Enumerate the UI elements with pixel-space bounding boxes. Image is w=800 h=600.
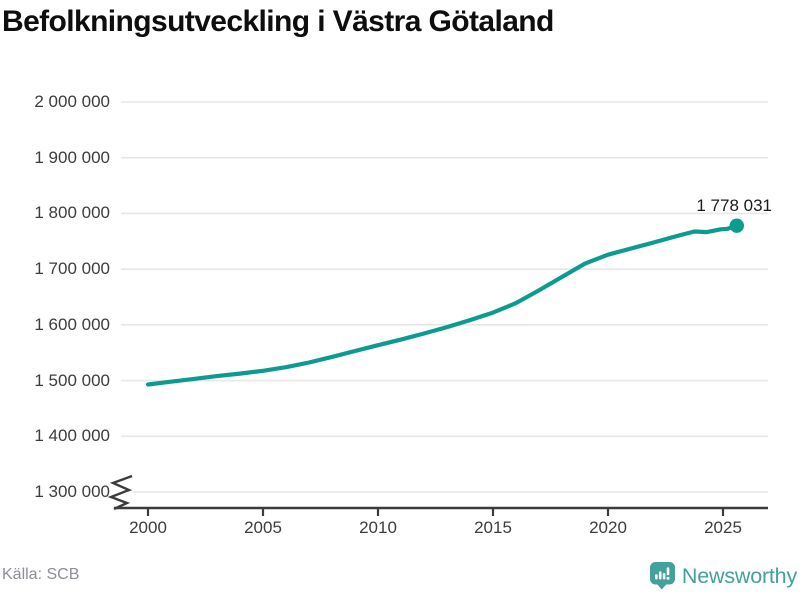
- y-tick-label: 1 400 000: [34, 426, 110, 446]
- x-tick-label: 2025: [704, 518, 742, 537]
- source-attribution: Källa: SCB: [2, 566, 80, 583]
- y-tick-label: 1 300 000: [34, 482, 110, 501]
- y-tick-label: 1 500 000: [34, 370, 110, 390]
- y-tick-label: 2 000 000: [34, 92, 110, 111]
- newsworthy-logo-text: Newsworthy: [681, 563, 797, 588]
- population-series-line: [145, 223, 739, 387]
- x-tick-label: 2005: [244, 518, 282, 537]
- y-tick-label: 1 700 000: [34, 259, 110, 279]
- chart-title: Befolkningsutveckling i Västra Götaland: [2, 5, 554, 38]
- newsworthy-logo: Newsworthy: [649, 562, 797, 590]
- axis-break-icon: [107, 474, 133, 511]
- endpoint-dot: [729, 218, 744, 233]
- newsworthy-logo-icon: [649, 562, 675, 590]
- x-tick-label: 2010: [359, 518, 397, 537]
- x-tick-label: 2015: [474, 518, 512, 537]
- x-tick-label: 2020: [589, 518, 627, 537]
- y-tick-label: 1 900 000: [34, 147, 110, 167]
- datapoint-value-label: 1 778 031: [696, 196, 772, 215]
- x-tick-label: 2000: [129, 518, 167, 537]
- y-tick-label: 1 800 000: [34, 203, 110, 223]
- y-tick-label: 1 600 000: [34, 314, 110, 334]
